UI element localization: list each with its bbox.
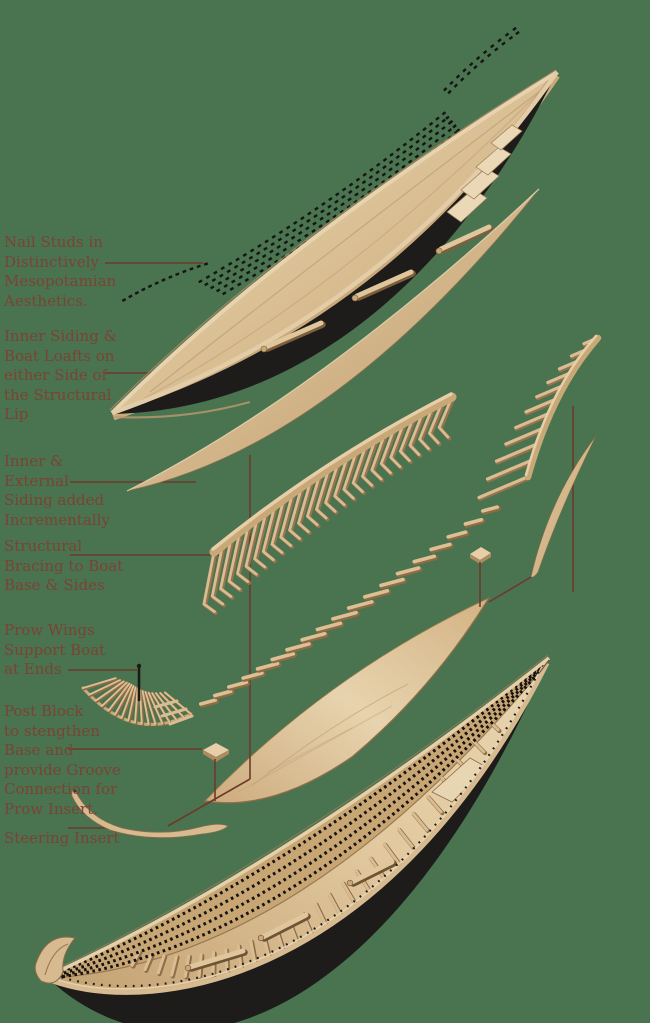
upper-boat-plank-seam — [133, 78, 553, 405]
assembled-boat-near-rim — [49, 661, 550, 995]
steering-insert — [71, 789, 229, 839]
rib-slats-arc — [198, 505, 502, 708]
beam-knob — [435, 247, 443, 255]
assembled-boat-bow-curl-shade — [44, 943, 69, 976]
post-block-left — [203, 743, 229, 762]
upper-boat-keel-edge — [114, 400, 251, 419]
upper-boat-beams — [260, 224, 494, 353]
upper-boat-interior — [112, 72, 557, 413]
prow-insert — [530, 435, 597, 578]
beam-knob — [346, 879, 354, 887]
assembled-boat — [34, 654, 551, 1023]
beam-knob — [184, 964, 192, 972]
steering-insert-tip — [73, 789, 77, 793]
assembled-boat-hull — [50, 663, 547, 1023]
label-inner-siding: Inner Siding & Boat Loafts on either Sid… — [4, 327, 117, 423]
leader-lines — [68, 262, 574, 829]
upper-boat-stern-deck — [446, 124, 523, 223]
outer-siding-plank — [126, 188, 540, 492]
label-prow-wings: Prow Wings Support Boat at Ends — [4, 621, 106, 678]
leader-prow-insert-diagonal — [488, 576, 532, 603]
outer-siding-plank-edge — [126, 188, 540, 492]
assembled-boat-stern-edge — [539, 659, 550, 673]
upper-boat-far-rim — [110, 70, 559, 415]
label-nail-studs: Nail Studs in Distinctively Mesopotamian… — [4, 233, 117, 310]
label-incremental-siding: Inner & External Siding added Incrementa… — [4, 452, 110, 529]
assembled-boat-far-rim — [47, 656, 551, 978]
leader-lines-over — [167, 562, 532, 827]
upper-boat-assembly — [109, 69, 560, 421]
outer-siding-plank-highlight — [126, 188, 540, 492]
boat-base — [204, 597, 491, 804]
boat-base-grain — [237, 705, 393, 793]
leader-steering-diagonal — [167, 778, 251, 827]
label-post-block: Post Block to stengthen Base and provide… — [4, 702, 121, 818]
structural-bracing-comb — [202, 392, 457, 615]
prow-wings — [81, 663, 194, 727]
assembled-boat-beams — [184, 859, 397, 972]
beam-knob — [260, 345, 268, 353]
label-steering-insert: Steering Insert — [4, 829, 120, 847]
assembled-boat-far-rim-shade — [45, 654, 549, 975]
upper-boat-far-rim-shade — [109, 69, 557, 411]
beam-knob — [257, 934, 265, 942]
boat-base-edge — [204, 597, 490, 804]
assembled-boat-near-rim-highlight — [48, 660, 546, 990]
prow-rib-comb — [477, 334, 602, 501]
assembled-boat-studs — [49, 658, 550, 979]
post-block-right — [470, 547, 491, 564]
beam-knob — [351, 294, 359, 302]
upper-boat-plank-seam — [149, 84, 549, 393]
label-structural-bracing: Structural Bracing to Boat Base & Sides — [4, 537, 124, 594]
boat-base-grain — [251, 683, 409, 787]
boat-base-grain — [267, 727, 353, 773]
assembled-boat-bow-curl — [34, 936, 76, 984]
